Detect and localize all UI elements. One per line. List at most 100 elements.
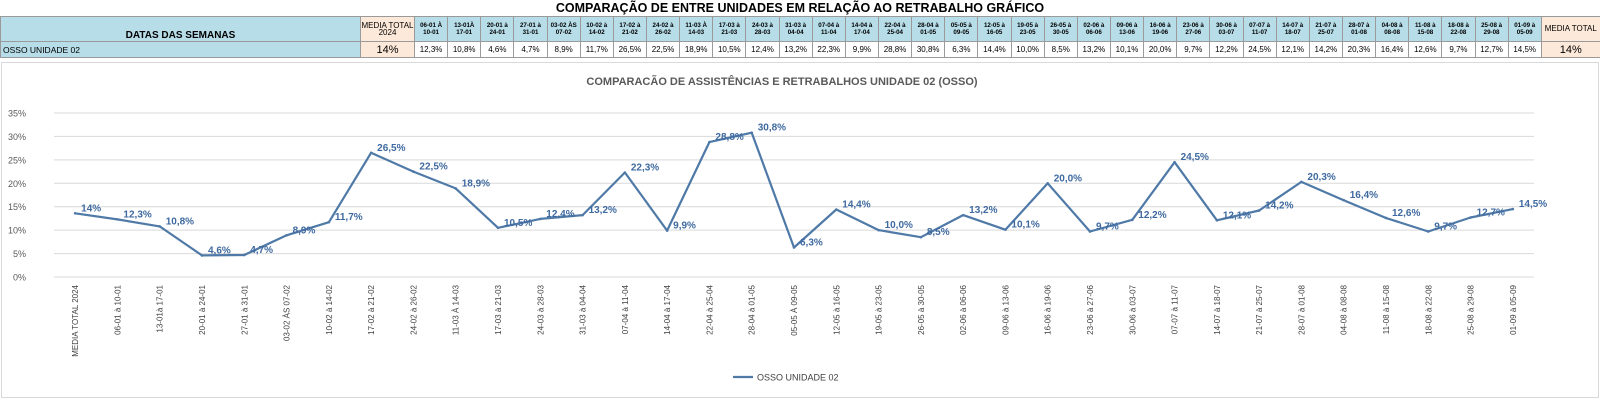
- week-end: 29-08: [1483, 29, 1500, 36]
- week-header: 17-02 à 21-02: [612, 16, 647, 42]
- week-start: 16-06 à: [1149, 21, 1171, 29]
- x-tick-label: 03-02 ÀS 07-02: [283, 284, 292, 341]
- data-point: [961, 213, 965, 217]
- data-label: 14%: [81, 203, 101, 214]
- data-label: 22,3%: [631, 163, 659, 174]
- x-tick-label: 27-01 à 31-01: [240, 284, 249, 334]
- week-header: 06-01 À 10-01: [413, 16, 449, 42]
- week-end: 08-08: [1384, 29, 1401, 36]
- week-start: 31-03 à: [785, 21, 807, 29]
- x-tick-label: 22-04 à 25-04: [705, 284, 714, 334]
- week-end: 14-03: [688, 29, 705, 36]
- week-end: 09-05: [953, 29, 970, 36]
- week-value: 9,7%: [1176, 41, 1211, 58]
- data-label: 11,7%: [335, 212, 363, 223]
- weekly-table-wrap: DATAS DAS SEMANAS MEDIA TOTAL 2024 06-01…: [0, 16, 1600, 58]
- week-header: 26-05 à 30-05: [1043, 16, 1078, 42]
- week-value: 4,7%: [513, 41, 548, 58]
- week-end: 25-04: [887, 29, 903, 36]
- week-value: 8,9%: [546, 41, 581, 58]
- week-value: 10,1%: [1109, 41, 1145, 58]
- week-header: 31-03 à 04-04: [778, 16, 813, 42]
- x-tick-label: 18-08 à 22-08: [1424, 284, 1433, 334]
- week-header: 11-03 À 14-03: [679, 16, 714, 42]
- week-header: 01-09 à 05-09: [1507, 16, 1542, 42]
- week-end: 17-04: [853, 29, 870, 36]
- week-end: 24-01: [489, 29, 506, 36]
- data-label: 20,3%: [1307, 172, 1335, 183]
- week-value: 14,2%: [1308, 41, 1343, 58]
- week-value: 13,2%: [1076, 41, 1111, 58]
- x-tick-label: 02-06 à 06-06: [959, 284, 968, 334]
- week-end: 07-02: [555, 29, 572, 36]
- week-end: 13-06: [1119, 29, 1135, 36]
- data-label: 14,5%: [1519, 199, 1547, 210]
- series-line: [74, 131, 1514, 257]
- data-point: [200, 254, 204, 257]
- week-header: 03-02 ÀS 07-02: [546, 16, 581, 42]
- week-header: 27-01 à 31-01: [513, 16, 548, 42]
- x-tick-label: 28-07 à 01-08: [1297, 284, 1306, 334]
- data-label: 10,5%: [504, 218, 532, 229]
- week-header: 28-04 à 01-05: [911, 16, 946, 42]
- data-label: 13,2%: [969, 205, 997, 216]
- week-end: 26-02: [655, 29, 671, 36]
- data-label: 12,7%: [1477, 207, 1505, 218]
- week-start: 02-06 à: [1083, 21, 1105, 29]
- week-start: 28-04 à: [917, 21, 939, 29]
- week-header: 10-02 à 14-02: [579, 16, 614, 42]
- x-tick-label: 07-07 à 11-07: [1171, 284, 1180, 334]
- week-start: 13-01À: [454, 21, 475, 29]
- data-point: [369, 151, 373, 155]
- data-point: [1511, 207, 1515, 211]
- week-end: 21-02: [622, 29, 638, 36]
- data-label: 13,2%: [589, 205, 617, 216]
- week-start: 14-07 à: [1282, 21, 1304, 29]
- dates-header: DATAS DAS SEMANAS: [0, 16, 361, 42]
- data-label: 28,8%: [715, 132, 743, 143]
- x-tick-label: 17-02 à 21-02: [367, 284, 376, 334]
- x-tick-label: 01-09 à 05-09: [1509, 284, 1518, 334]
- week-start: 05-05 à: [950, 21, 972, 29]
- week-header: 04-08 à 08-08: [1375, 16, 1410, 42]
- data-label: 12,4%: [546, 209, 574, 220]
- gridlines: [54, 112, 1534, 278]
- week-header: 02-06 à 06-06: [1076, 16, 1111, 42]
- data-point: [1130, 218, 1134, 222]
- chart-area: COMPARACÃO DE ASSISTÊNCIAS E RETRABALHOS…: [1, 62, 1599, 398]
- week-start: 26-05 à: [1050, 21, 1072, 29]
- x-tick-label: 10-02 à 14-02: [325, 284, 334, 334]
- x-tick-label: 06-01 à 10-01: [113, 284, 122, 334]
- week-end: 21-03: [721, 29, 738, 36]
- week-value: 30,8%: [911, 41, 946, 58]
- week-value: 28,8%: [877, 41, 913, 58]
- week-header: 05-05 à 09-05: [944, 16, 979, 42]
- week-value: 12,4%: [745, 41, 780, 58]
- week-start: 23-06 à: [1182, 21, 1204, 29]
- data-label: 18,9%: [462, 178, 490, 189]
- week-header: 30-06 à 03-07: [1209, 16, 1244, 42]
- week-value: 8,5%: [1043, 41, 1078, 58]
- week-start: 17-02 à: [619, 21, 641, 29]
- x-tick-label: 20-01 à 24-01: [198, 284, 207, 334]
- data-point: [327, 220, 331, 224]
- week-end: 23-05: [1019, 29, 1036, 36]
- week-end: 05-09: [1516, 29, 1533, 36]
- x-tick-label: 16-06 à 19-06: [1044, 284, 1053, 334]
- data-point: [242, 253, 246, 257]
- week-value: 12,7%: [1474, 41, 1509, 58]
- x-tick-label: 24-03 à 28-03: [536, 284, 545, 334]
- week-end: 28-03: [754, 29, 771, 36]
- week-header: 16-06 à 19-06: [1143, 16, 1178, 42]
- x-tick-label: 11-08 à 15-08: [1382, 284, 1391, 334]
- week-header: 28-07 à 01-08: [1341, 16, 1377, 42]
- week-end: 03-07: [1218, 29, 1235, 36]
- week-header: 24-02 à 26-02: [645, 16, 681, 42]
- data-label: 12,3%: [123, 209, 151, 220]
- week-value: 18,9%: [679, 41, 714, 58]
- week-value: 12,6%: [1408, 41, 1443, 58]
- week-end: 17-01: [456, 29, 473, 36]
- week-header: 12-05 à 16-05: [977, 16, 1012, 42]
- x-tick-label: 05-05 À 09-05: [790, 284, 799, 335]
- data-label: 9,7%: [1434, 222, 1457, 233]
